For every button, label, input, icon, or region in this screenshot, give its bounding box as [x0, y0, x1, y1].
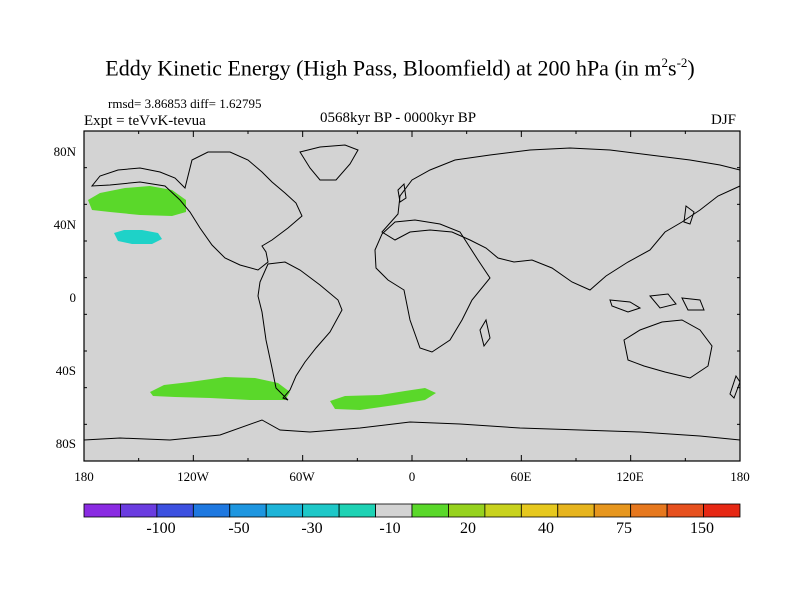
lon-label-120e: 120E	[616, 469, 644, 484]
colorbar-swatch	[192, 503, 231, 518]
plot-title: Eddy Kinetic Energy (High Pass, Bloomfie…	[105, 55, 695, 81]
lon-label-60w: 60W	[289, 469, 315, 484]
colorbar-swatch	[520, 503, 559, 518]
colorbar-label: -50	[228, 520, 250, 537]
lat-label-80n: 80N	[53, 144, 76, 159]
stats-text: rmsd= 3.86853 diff= 1.62795	[108, 96, 262, 111]
colorbar	[83, 503, 741, 518]
colorbar-swatch	[448, 503, 486, 518]
anomaly-region-north-pacific-negative	[114, 230, 162, 244]
lon-label-120w: 120W	[177, 469, 209, 484]
axis-ticks	[83, 130, 741, 462]
lon-label-180w: 180	[74, 469, 94, 484]
experiment-label: Expt = teVvK-tevua	[84, 113, 206, 129]
lon-label-180e: 180	[730, 469, 750, 484]
lat-label-40s: 40S	[55, 363, 76, 378]
colorbar-swatch	[703, 503, 741, 518]
colorbar-swatch	[265, 503, 304, 518]
colorbar-label: -100	[146, 520, 176, 537]
lon-label-60e: 60E	[510, 469, 532, 484]
colorbar-swatch	[630, 503, 668, 518]
colorbar-swatch	[229, 503, 267, 518]
colorbar-label: 75	[616, 520, 632, 537]
colorbar-swatch	[484, 503, 522, 518]
colorbar-swatch	[120, 503, 158, 518]
anomaly-region-north-pacific-positive	[88, 186, 186, 216]
lat-label-80s: 80S	[55, 436, 76, 451]
anomaly-region-south-atlantic-positive	[330, 388, 436, 410]
colorbar-swatch	[411, 503, 449, 518]
map-background	[84, 131, 740, 461]
coastlines	[83, 144, 741, 441]
period-label: 0568kyr BP - 0000kyr BP	[320, 110, 477, 126]
colorbar-swatch	[593, 503, 632, 518]
colorbar-label: 150	[690, 520, 714, 537]
colorbar-label: 20	[460, 520, 476, 537]
colorbar-swatch	[302, 503, 340, 518]
colorbar-swatch	[666, 503, 704, 518]
lat-label-40n: 40N	[53, 217, 76, 232]
colorbar-swatch	[375, 503, 413, 518]
anomaly-region-south-pacific-positive	[150, 377, 290, 400]
colorbar-swatch	[338, 503, 376, 518]
lon-label-0: 0	[408, 469, 416, 484]
colorbar-label: -10	[379, 520, 401, 537]
colorbar-label: -30	[301, 520, 323, 537]
colorbar-swatch	[83, 503, 121, 518]
lat-label-0: 0	[69, 290, 77, 305]
colorbar-swatch	[557, 503, 595, 518]
season-label: DJF	[711, 112, 737, 128]
colorbar-label: 40	[538, 520, 554, 537]
colorbar-swatch	[156, 503, 194, 518]
